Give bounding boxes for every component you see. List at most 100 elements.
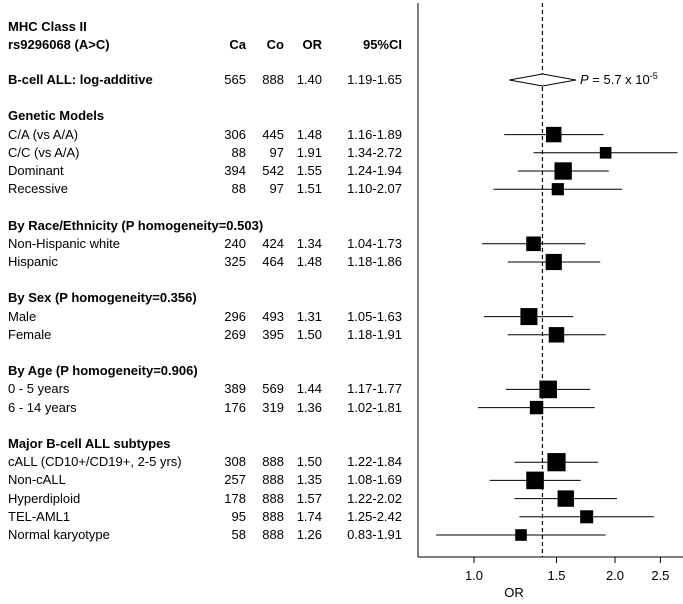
point-estimate-square — [599, 147, 612, 159]
cell-95ci: 1.08-1.69 — [347, 472, 402, 488]
cell-ca: 269 — [224, 326, 246, 342]
cell-co: 464 — [262, 254, 284, 269]
cell-co: 888 — [262, 472, 284, 488]
cell-ca: 394 — [224, 163, 246, 178]
cell-ca: 565 — [224, 72, 246, 87]
cell-95ci: 1.18-1.86 — [347, 254, 402, 269]
overall-row-label: B-cell ALL: log-additive — [8, 72, 153, 87]
cell-95ci: 1.05-1.63 — [347, 308, 402, 324]
cell-co: 319 — [262, 399, 284, 415]
cell-or: 1.31 — [296, 308, 322, 324]
cell-co: 424 — [262, 235, 284, 251]
p-value-exponent: -5 — [650, 71, 658, 81]
cell-co: 445 — [262, 126, 284, 142]
cell-ca: 95 — [231, 508, 246, 524]
cell-ca: 178 — [224, 490, 246, 506]
column-header-or: OR — [302, 37, 323, 52]
title-line-1: MHC Class II — [8, 19, 87, 34]
cell-co: 888 — [262, 508, 284, 524]
p-value-symbol: P — [580, 72, 589, 87]
p-value-label: P = 5.7 x 10-5 — [580, 71, 658, 87]
section-heading: By Race/Ethnicity (P homogeneity=0.503) — [8, 217, 264, 233]
cell-co: 888 — [262, 454, 284, 470]
cell-co: 888 — [262, 72, 284, 87]
x-tick-label: 2.0 — [606, 568, 624, 583]
row-label: C/C (vs A/A) — [8, 144, 80, 160]
row-label: Female — [8, 326, 52, 342]
row-label: C/A (vs A/A) — [8, 126, 79, 142]
cell-ca: 308 — [224, 454, 246, 470]
x-tick-label: 2.5 — [651, 568, 669, 583]
cell-co: 888 — [262, 527, 284, 542]
row-label: 6 - 14 years — [8, 399, 77, 415]
row-label: Hyperdiploid — [8, 490, 81, 506]
cell-95ci: 0.83-1.91 — [347, 527, 402, 542]
cell-ca: 88 — [231, 181, 246, 197]
row-label: 0 - 5 years — [8, 381, 70, 397]
cell-or: 1.44 — [296, 381, 322, 397]
cell-95ci: 1.10-2.07 — [347, 181, 402, 197]
cell-or: 1.35 — [296, 472, 322, 488]
point-estimate-square — [554, 162, 572, 180]
row-label: Male — [8, 308, 37, 324]
cell-ca: 240 — [224, 235, 246, 251]
forest-marks — [436, 73, 678, 541]
cell-95ci: 1.18-1.91 — [347, 326, 402, 342]
cell-or: 1.74 — [296, 508, 322, 524]
point-estimate-square — [526, 471, 544, 490]
cell-ca: 88 — [231, 144, 246, 160]
cell-or: 1.55 — [296, 163, 322, 178]
x-axis-ticks: 1.0 1.5 2.0 2.5 — [465, 557, 669, 583]
point-estimate-square — [539, 380, 557, 399]
section-heading: Major B-cell ALL subtypes — [8, 436, 171, 451]
cell-ca: 296 — [224, 308, 246, 324]
title-line-2: rs9296068 (A>C) — [8, 37, 110, 52]
cell-95ci: 1.25-2.42 — [347, 508, 402, 524]
overall-estimate-diamond — [509, 73, 576, 87]
row-label: cALL (CD10+/CD19+, 2-5 yrs) — [8, 454, 182, 470]
cell-95ci: 1.19-1.65 — [347, 72, 402, 87]
point-estimate-square — [545, 253, 562, 271]
row-label: TEL-AML1 — [8, 508, 71, 524]
point-estimate-square — [526, 236, 541, 252]
section-heading: Genetic Models — [8, 108, 105, 124]
point-estimate-square — [529, 400, 544, 415]
row-label: Dominant — [8, 163, 64, 178]
cell-ca: 325 — [224, 254, 246, 269]
cell-ca: 389 — [224, 381, 246, 397]
row-label: Hispanic — [8, 254, 58, 269]
point-estimate-square — [551, 183, 564, 196]
cell-ca: 306 — [224, 126, 246, 142]
x-axis-label: OR — [504, 585, 524, 600]
cell-co: 97 — [269, 144, 284, 160]
cell-or: 1.40 — [296, 72, 322, 87]
cell-or: 1.50 — [296, 454, 322, 470]
cell-95ci: 1.17-1.77 — [347, 381, 402, 397]
cell-95ci: 1.22-1.84 — [347, 454, 402, 470]
column-header-ca: Ca — [229, 37, 246, 52]
cell-95ci: 1.24-1.94 — [347, 163, 402, 178]
point-estimate-square — [580, 510, 594, 524]
x-tick-label: 1.5 — [547, 568, 565, 583]
cell-co: 395 — [262, 326, 284, 342]
cell-ca: 257 — [224, 472, 246, 488]
cell-ca: 176 — [224, 399, 246, 415]
point-estimate-square — [547, 453, 566, 472]
cell-or: 1.50 — [296, 326, 322, 342]
cell-95ci: 1.34-2.72 — [347, 144, 402, 160]
cell-or: 1.48 — [296, 254, 322, 269]
point-estimate-square — [557, 490, 574, 507]
row-label: Normal karyotype — [8, 527, 110, 542]
cell-co: 888 — [262, 490, 284, 506]
cell-95ci: 1.02-1.81 — [347, 399, 402, 415]
cell-co: 542 — [262, 163, 284, 178]
point-estimate-square — [548, 327, 565, 343]
point-estimate-square — [520, 308, 538, 326]
cell-co: 569 — [262, 381, 284, 397]
cell-or: 1.34 — [296, 235, 322, 251]
cell-or: 1.91 — [296, 144, 322, 160]
column-header-95ci: 95%CI — [362, 37, 402, 52]
section-heading: By Age (P homogeneity=0.906) — [8, 363, 198, 379]
row-label: Recessive — [8, 181, 68, 197]
